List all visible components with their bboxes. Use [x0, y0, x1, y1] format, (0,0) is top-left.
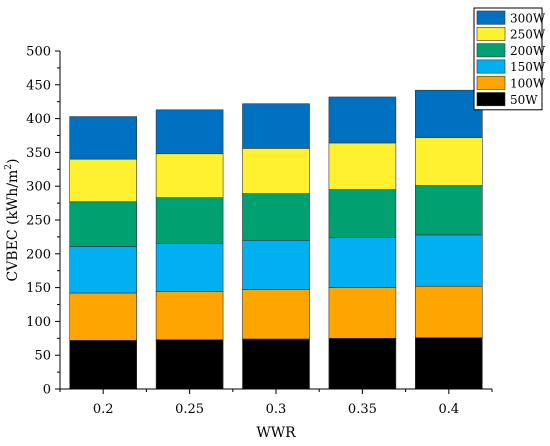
legend-label-250W: 250W: [510, 28, 546, 42]
bar-segment-300W-0.4: [414, 89, 483, 138]
bar-segment-150W-0.25: [155, 243, 224, 292]
bar-segment-50W-0.2: [69, 340, 137, 390]
x-tick-label-0.3: 0.3: [266, 402, 287, 417]
bar-segment-250W-0.25: [155, 153, 224, 198]
bar-segment-50W-0.35: [328, 337, 397, 390]
y-tick-label-250: 250: [26, 214, 51, 229]
bar-segment-250W-0.3: [242, 148, 310, 194]
legend-label-150W: 150W: [510, 60, 546, 74]
bars-group: [69, 89, 483, 390]
bar-segment-150W-0.4: [414, 234, 483, 287]
y-tick-label-450: 450: [26, 78, 51, 93]
bar-segment-200W-0.2: [69, 201, 137, 247]
bar-segment-250W-0.4: [414, 137, 483, 186]
legend-swatch-200W: [476, 43, 506, 58]
legend-swatch-150W: [476, 59, 506, 74]
bar-segment-50W-0.4: [414, 337, 483, 390]
y-tick-label-300: 300: [26, 180, 51, 195]
bar-segment-50W-0.3: [242, 338, 310, 390]
y-tick-label-400: 400: [26, 112, 51, 127]
legend-label-200W: 200W: [510, 44, 546, 58]
legend-label-100W: 100W: [510, 77, 546, 91]
bar-segment-50W-0.25: [155, 339, 224, 390]
bar-segment-200W-0.3: [242, 193, 310, 241]
y-axis-title: CVBEC (kWh/m2): [4, 158, 21, 281]
legend-swatch-250W: [476, 26, 506, 41]
x-tick-label-0.35: 0.35: [348, 402, 377, 417]
legend-label-50W: 50W: [510, 93, 538, 107]
bar-segment-100W-0.3: [242, 289, 310, 340]
bar-segment-100W-0.2: [69, 292, 137, 341]
legend-label-300W: 300W: [510, 11, 546, 25]
bar-segment-150W-0.3: [242, 239, 310, 290]
legend-swatch-100W: [476, 75, 506, 90]
bar-segment-150W-0.35: [328, 237, 397, 288]
bar-segment-100W-0.4: [414, 285, 483, 338]
bar-segment-300W-0.2: [69, 116, 137, 160]
bar-segment-200W-0.35: [328, 189, 397, 238]
y-tick-label-500: 500: [26, 45, 51, 60]
y-tick-label-50: 50: [34, 349, 51, 364]
bar-segment-200W-0.25: [155, 197, 224, 244]
bar-segment-300W-0.25: [155, 109, 224, 155]
bar-segment-150W-0.2: [69, 246, 137, 294]
y-axis-title-main: CVBEC (kWh/m: [5, 170, 21, 282]
legend-swatch-50W: [476, 92, 506, 107]
y-axis-title-suffix: ): [5, 158, 21, 163]
x-ticks-group: 0.2 0.25 0.3 0.35 0.4: [59, 389, 493, 417]
y-tick-label-0: 0: [43, 383, 51, 398]
bar-segment-250W-0.2: [69, 158, 137, 203]
y-tick-label-100: 100: [26, 315, 51, 330]
bar-segment-200W-0.4: [414, 185, 483, 236]
y-ticks-group: 0 50 100 150 200 250 300 350 400 450 500: [26, 45, 60, 398]
bar-segment-100W-0.25: [155, 291, 224, 340]
legend-swatch-300W: [476, 10, 506, 25]
x-axis-title: WWR: [256, 425, 296, 441]
bar-segment-300W-0.3: [242, 103, 310, 149]
bar-segment-250W-0.35: [328, 142, 397, 190]
y-axis-title-superscript: 2: [4, 164, 14, 170]
y-tick-label-350: 350: [26, 146, 51, 161]
x-tick-label-0.25: 0.25: [175, 402, 204, 417]
legend-box: [473, 7, 543, 111]
bar-segment-300W-0.35: [328, 96, 397, 144]
y-tick-label-200: 200: [26, 247, 51, 262]
x-tick-label-0.2: 0.2: [93, 402, 114, 417]
legend: 300W 250W 200W 150W 100W 50W: [473, 7, 546, 111]
x-tick-label-0.4: 0.4: [438, 402, 459, 417]
bar-segment-100W-0.35: [328, 287, 397, 339]
y-tick-label-150: 150: [26, 281, 51, 296]
